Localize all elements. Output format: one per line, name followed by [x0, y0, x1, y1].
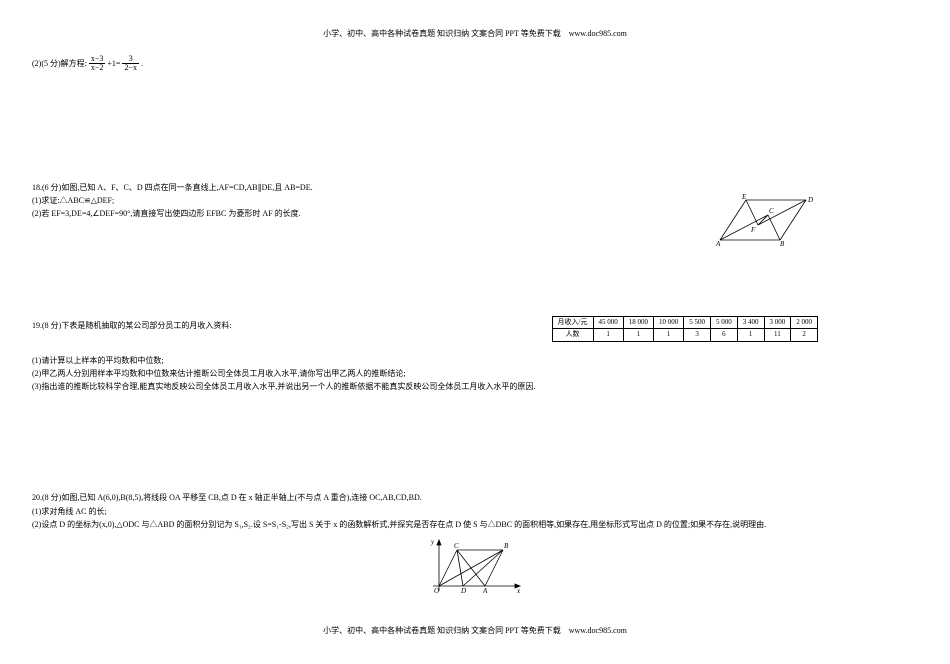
svg-text:B: B — [504, 542, 509, 550]
salary-table: 月收入/元 45 000 18 000 10 000 5 500 5 000 3… — [552, 316, 818, 343]
q18-figure: E D C F A B — [708, 192, 818, 247]
svg-text:E: E — [741, 193, 747, 201]
fraction-1: x−3 x−2 — [89, 55, 106, 72]
table-row-header: 月收入/元 45 000 18 000 10 000 5 500 5 000 3… — [552, 316, 817, 329]
question-20: 20.(8 分)如图,已知 A(6,0),B(8,5),将线段 OA 平移至 C… — [32, 492, 918, 596]
svg-text:y: y — [430, 538, 435, 546]
page-header: 小学、初中、高中各种试卷真题 知识归纳 文案合同 PPT 等免费下载 www.d… — [0, 28, 950, 39]
fraction-2: 3 2−x — [122, 55, 139, 72]
svg-text:D: D — [807, 196, 813, 204]
svg-text:x: x — [516, 587, 521, 595]
q19-line2: (1)请计算以上样本的平均数和中位数; — [32, 355, 918, 366]
question-19: 19.(8 分)下表是随机抽取的某公司部分员工的月收入资料: 月收入/元 45 … — [32, 320, 918, 393]
table-row-data: 人数 1 1 1 3 6 1 11 2 — [552, 329, 817, 342]
q19-table-wrap: 月收入/元 45 000 18 000 10 000 5 500 5 000 3… — [552, 316, 818, 343]
q20-figure: C B O D A x y — [425, 536, 525, 596]
page-content: (2)(5 分)解方程: x−3 x−2 +1= 3 2−x . 18.(6 分… — [32, 55, 918, 596]
q17-suffix: . — [141, 58, 143, 69]
footer-text: 小学、初中、高中各种试卷真题 知识归纳 文案合同 PPT 等免费下载 www.d… — [323, 626, 627, 635]
q19-line4: (3)指出谁的推断比较科学合理,能真实地反映公司全体员工月收入水平,并说出另一个… — [32, 381, 918, 392]
svg-text:A: A — [482, 587, 488, 595]
svg-text:F: F — [750, 226, 756, 234]
q17-prefix: (2)(5 分)解方程: — [32, 58, 87, 69]
svg-text:O: O — [434, 587, 439, 595]
svg-text:B: B — [780, 240, 785, 247]
page-footer: 小学、初中、高中各种试卷真题 知识归纳 文案合同 PPT 等免费下载 www.d… — [0, 625, 950, 636]
question-18: 18.(6 分)如图,已知 A、F、C、D 四点在同一条直线上,AF=CD,AB… — [32, 182, 918, 220]
question-17-2: (2)(5 分)解方程: x−3 x−2 +1= 3 2−x . — [32, 55, 918, 72]
svg-text:C: C — [454, 542, 459, 550]
svg-text:C: C — [769, 207, 774, 215]
q19-line3: (2)甲乙两人分别用样本平均数和中位数来估计推断公司全体员工月收入水平,请你写出… — [32, 368, 918, 379]
svg-text:D: D — [460, 587, 466, 595]
q17-mid: +1= — [107, 58, 120, 69]
svg-text:A: A — [715, 240, 721, 247]
header-text: 小学、初中、高中各种试卷真题 知识归纳 文案合同 PPT 等免费下载 www.d… — [323, 29, 627, 38]
q20-line2: (1)求对角线 AC 的长; — [32, 506, 918, 517]
q20-line3: (2)设点 D 的坐标为(x,0),△ODC 与△ABD 的面积分别记为 S₁,… — [32, 519, 918, 530]
q20-line1: 20.(8 分)如图,已知 A(6,0),B(8,5),将线段 OA 平移至 C… — [32, 492, 918, 503]
